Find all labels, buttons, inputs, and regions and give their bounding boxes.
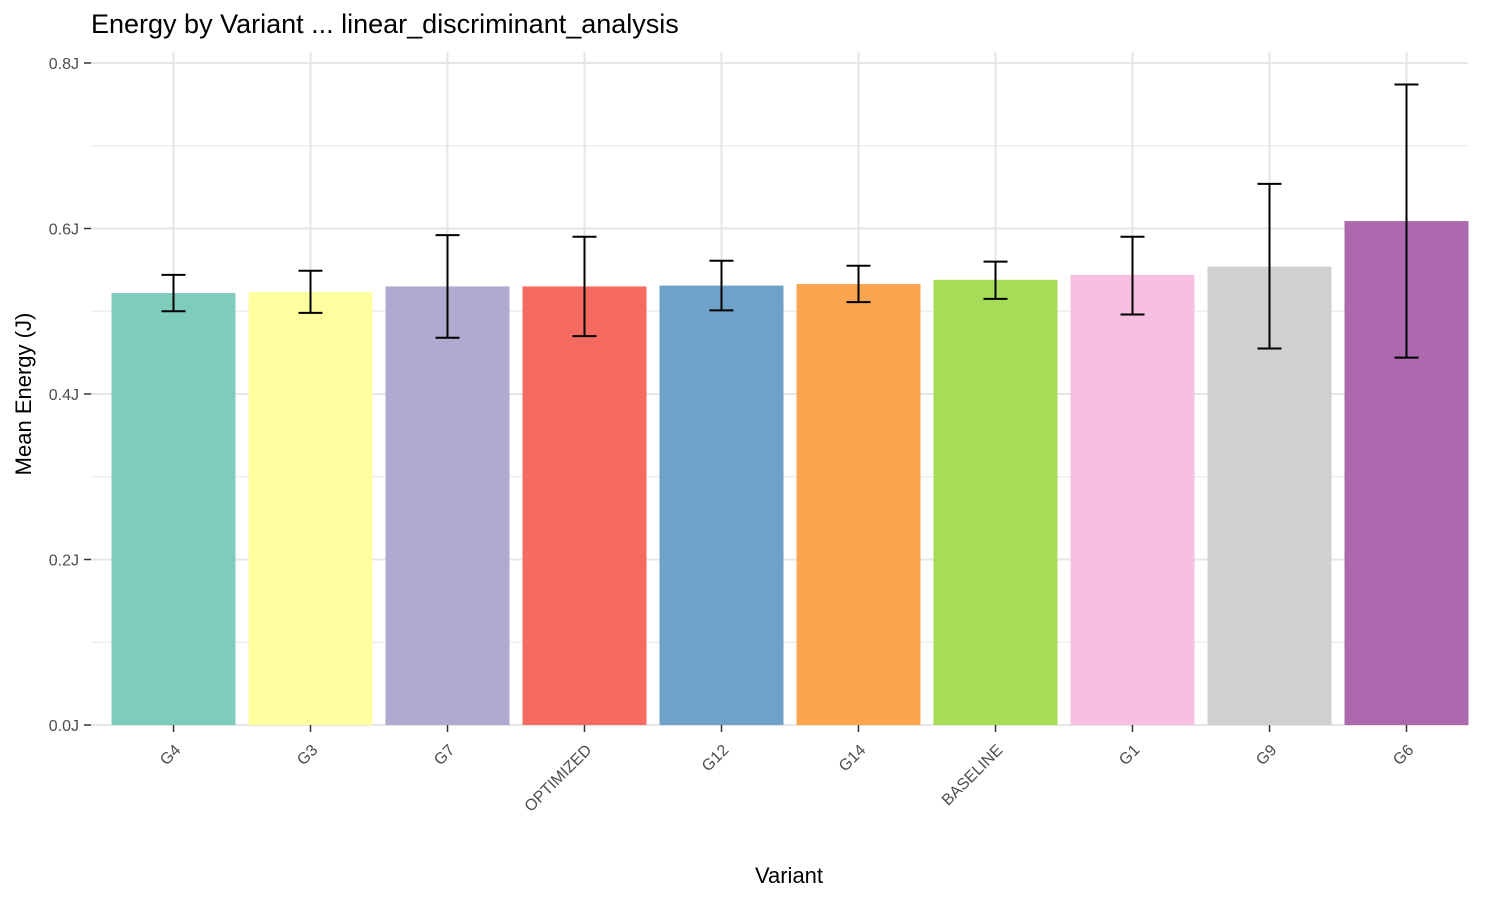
x-axis-title: Variant: [755, 863, 823, 888]
x-tick-label: OPTIMIZED: [522, 742, 596, 816]
bar-g3: [248, 292, 373, 725]
error-bar-g9: [1257, 182, 1282, 350]
error-bar-g4: [161, 273, 186, 313]
error-bar-optimized: [572, 235, 597, 338]
error-bar-g14: [846, 264, 871, 304]
bar-g12: [659, 285, 784, 725]
y-axis-title: Mean Energy (J): [11, 313, 36, 476]
error-bar-g1: [1120, 235, 1145, 316]
y-tick-label: 0.0J: [49, 718, 79, 735]
bar-baseline: [933, 279, 1058, 725]
error-bars: [161, 83, 1419, 359]
y-tick-label: 0.6J: [49, 222, 79, 239]
x-tick-label: BASELINE: [939, 742, 1006, 809]
y-tick-label: 0.8J: [49, 56, 79, 73]
y-axis: 0.0J 0.2J 0.4J 0.6J 0.8J: [49, 56, 91, 735]
error-bar-g6: [1394, 83, 1419, 359]
x-tick-label: G14: [836, 742, 869, 775]
x-axis: G4 G3 G7 OPTIMIZED G12 G14 BASELINE G1 G9 G6: [157, 725, 1417, 815]
error-bar-baseline: [983, 260, 1008, 300]
chart-title: Energy by Variant ... linear_discriminan…: [91, 9, 679, 39]
bars: [111, 221, 1469, 726]
bar-g7: [385, 286, 510, 725]
y-tick-label: 0.2J: [49, 553, 79, 570]
x-tick-label: G4: [157, 742, 184, 769]
x-tick-label: G7: [431, 742, 458, 769]
error-bar-g12: [709, 259, 734, 312]
x-tick-label: G6: [1390, 742, 1417, 769]
bar-g1: [1070, 274, 1195, 725]
bar-optimized: [522, 286, 647, 725]
x-tick-label: G9: [1253, 742, 1280, 769]
error-bar-g7: [435, 234, 460, 339]
x-tick-label: G1: [1116, 742, 1143, 769]
x-tick-label: G12: [699, 742, 732, 775]
x-tick-label: G3: [294, 742, 321, 769]
error-bar-g3: [298, 269, 323, 314]
bar-g4: [111, 293, 236, 725]
bar-g14: [796, 283, 921, 725]
y-tick-label: 0.4J: [49, 387, 79, 404]
